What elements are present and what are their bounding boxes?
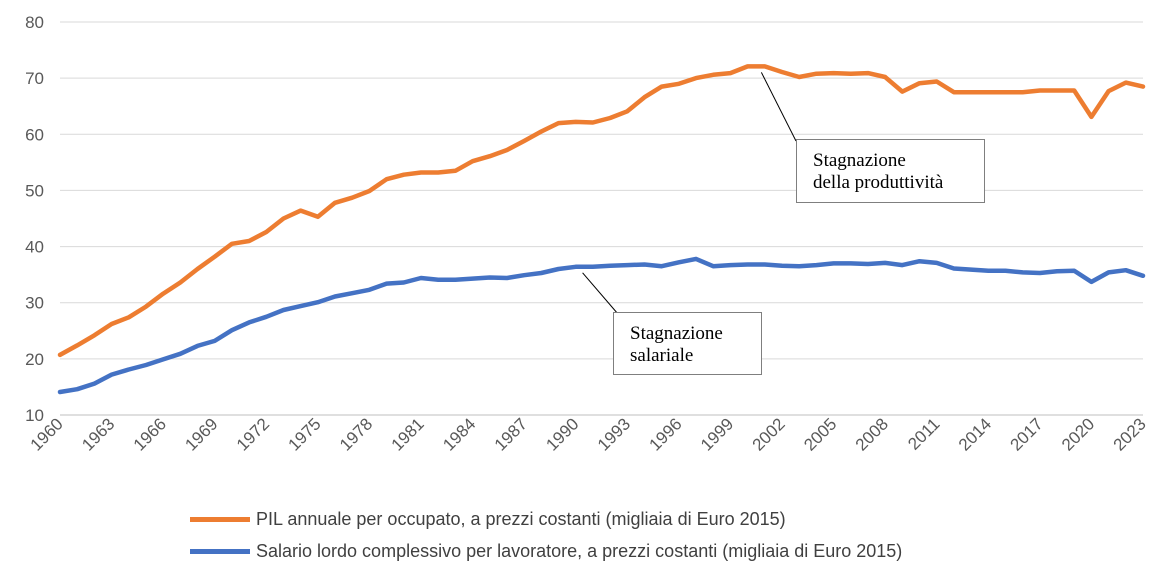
x-tick-label: 2008 — [852, 414, 892, 454]
x-tick-label: 2020 — [1058, 414, 1098, 454]
y-tick-label: 60 — [25, 125, 44, 144]
annotation-productivity-line1: Stagnazione — [813, 150, 906, 171]
x-tick-label: 1984 — [439, 414, 479, 454]
y-tick-label: 30 — [25, 294, 44, 313]
annotation-productivity-line2: della produttività — [813, 172, 944, 193]
annotation-wage-line1: Stagnazione — [630, 323, 723, 344]
legend-item-gdp: PIL annuale per occupato, a prezzi costa… — [190, 503, 902, 535]
x-tick-label: 1990 — [542, 414, 582, 454]
annotation-wage-line2: salariale — [630, 345, 694, 366]
y-tick-label: 50 — [25, 181, 44, 200]
y-tick-label: 80 — [25, 13, 44, 32]
x-tick-label: 1972 — [233, 414, 273, 454]
legend-item-wage: Salario lordo complessivo per lavoratore… — [190, 535, 902, 567]
x-tick-label: 2002 — [749, 414, 789, 454]
series-line-0 — [57, 64, 1146, 358]
gridlines — [60, 21, 1143, 416]
legend-label-gdp: PIL annuale per occupato, a prezzi costa… — [256, 508, 786, 529]
x-tick-label: 1999 — [697, 414, 737, 454]
y-tick-label: 40 — [25, 238, 44, 257]
x-tick-label: 2017 — [1007, 414, 1047, 454]
x-tick-label: 2011 — [904, 414, 943, 453]
legend-swatch-wage — [190, 548, 250, 554]
legend-swatch-gdp — [190, 516, 250, 522]
x-tick-label: 1966 — [130, 414, 170, 454]
y-tick-label: 20 — [25, 350, 44, 369]
annotation-pointer-productivity — [760, 72, 797, 142]
series-line-1 — [57, 256, 1146, 395]
x-tick-label: 1978 — [336, 414, 376, 454]
annotation-pointers — [582, 72, 797, 315]
y-axis-ticks: 10 20 30 40 50 60 70 80 — [25, 13, 44, 425]
annotation-wage-stagnation: Stagnazione salariale — [613, 312, 762, 375]
series-lines — [57, 64, 1146, 395]
legend: PIL annuale per occupato, a prezzi costa… — [190, 503, 902, 567]
annotation-productivity-stagnation: Stagnazione della produttività — [796, 139, 985, 203]
y-tick-label: 70 — [25, 69, 44, 88]
annotation-pointer-wage — [582, 272, 619, 315]
x-axis-ticks: 1960 1963 1966 1969 1972 1975 1978 1981 1984 1987… — [27, 414, 1150, 454]
x-tick-label: 1981 — [388, 414, 428, 454]
x-tick-label: 2023 — [1110, 414, 1150, 454]
x-tick-label: 2014 — [955, 414, 995, 454]
x-tick-label: 2005 — [800, 414, 840, 454]
x-tick-label: 1996 — [646, 414, 686, 454]
x-tick-label: 1963 — [78, 414, 118, 454]
x-tick-label: 1993 — [594, 414, 634, 454]
x-tick-label: 1969 — [181, 414, 221, 454]
x-tick-label: 1975 — [285, 414, 325, 454]
legend-label-wage: Salario lordo complessivo per lavoratore… — [256, 540, 903, 561]
x-tick-label: 1987 — [491, 414, 531, 454]
y-tick-label: 10 — [25, 406, 44, 425]
